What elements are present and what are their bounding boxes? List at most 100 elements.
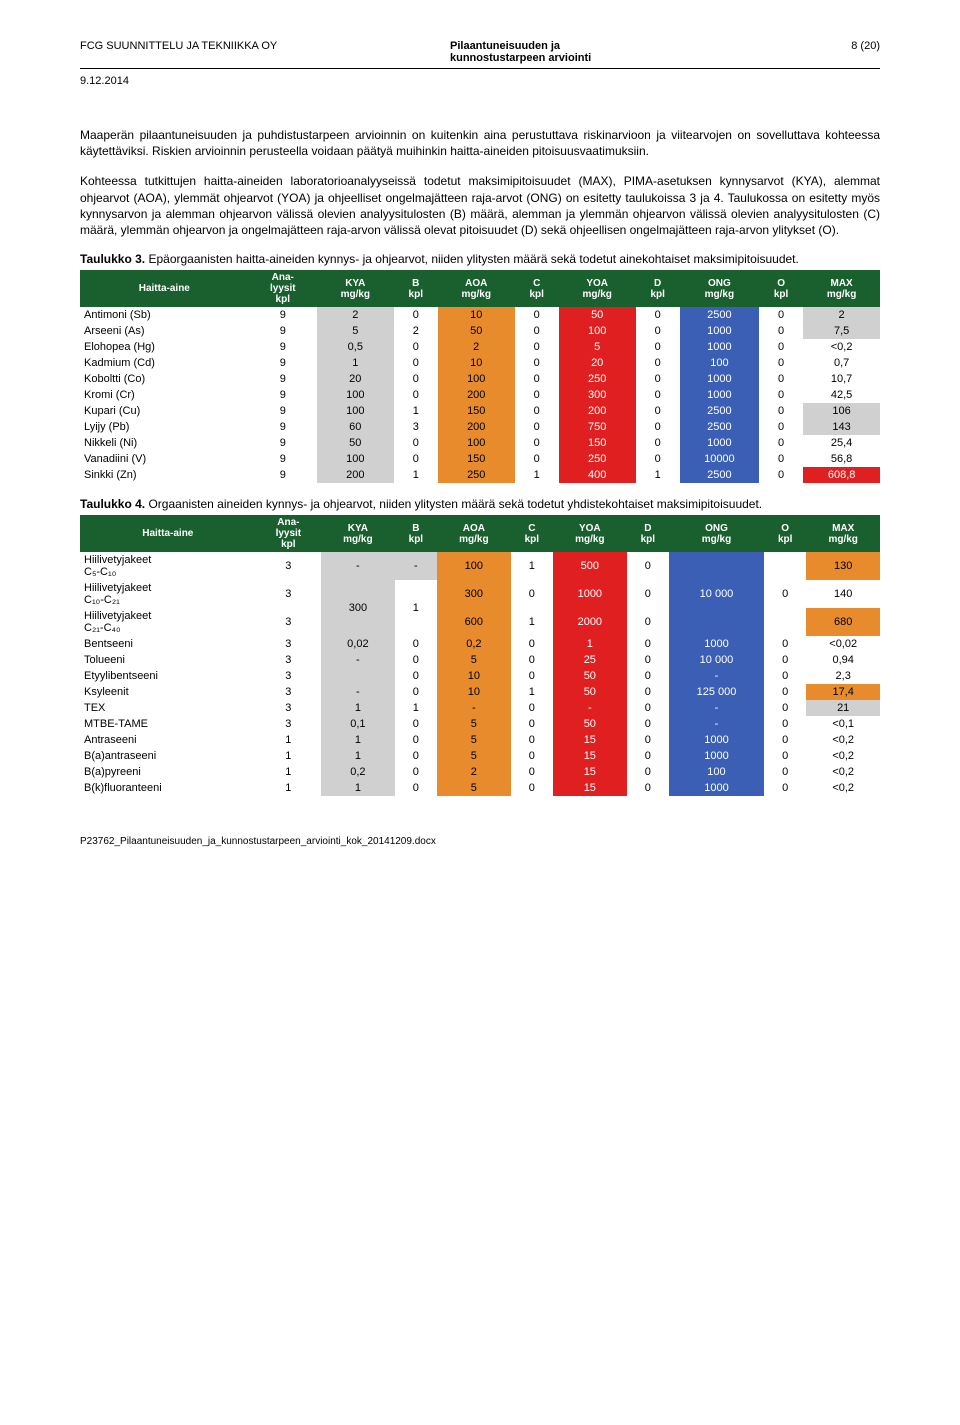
cell: 1 bbox=[256, 764, 322, 780]
cell: - bbox=[437, 700, 511, 716]
cell: 300 bbox=[437, 580, 511, 608]
cell: - bbox=[669, 700, 764, 716]
cell: - bbox=[669, 668, 764, 684]
cell: 150 bbox=[438, 403, 515, 419]
cell: 0 bbox=[636, 435, 680, 451]
table-3-inorganic: Haitta-aineAna-lyysitkplKYAmg/kgBkplAOAm… bbox=[80, 270, 880, 483]
cell: - bbox=[395, 552, 437, 580]
table-row: Nikkeli (Ni)9500100015001000025,4 bbox=[80, 435, 880, 451]
cell: 0 bbox=[395, 748, 437, 764]
cell: 125 000 bbox=[669, 684, 764, 700]
cell: 3 bbox=[256, 716, 322, 732]
cell: 0,2 bbox=[437, 636, 511, 652]
cell: 9 bbox=[249, 451, 317, 467]
cell: 3 bbox=[394, 419, 438, 435]
cell: 10 000 bbox=[669, 580, 764, 608]
cell: 0,2 bbox=[321, 764, 395, 780]
table-row: HiilivetyjakeetC₁₀-C₂₁3300130001000010 0… bbox=[80, 580, 880, 608]
cell: 100 bbox=[317, 403, 394, 419]
cell: 0 bbox=[759, 467, 803, 483]
cell: 1 bbox=[395, 700, 437, 716]
cell: 10 bbox=[437, 684, 511, 700]
cell: 0 bbox=[636, 371, 680, 387]
cell: 15 bbox=[553, 748, 627, 764]
cell: 9 bbox=[249, 371, 317, 387]
col-header: ONGmg/kg bbox=[680, 270, 759, 307]
cell: 0 bbox=[636, 339, 680, 355]
col-header: KYAmg/kg bbox=[317, 270, 394, 307]
cell: 0 bbox=[515, 371, 559, 387]
col-header: Ckpl bbox=[515, 270, 559, 307]
cell: 17,4 bbox=[806, 684, 880, 700]
cell: 0 bbox=[511, 764, 553, 780]
cell: 0 bbox=[627, 636, 669, 652]
cell: 1000 bbox=[669, 748, 764, 764]
col-header: MAXmg/kg bbox=[806, 515, 880, 552]
cell: 300 bbox=[559, 387, 636, 403]
table-row: TEX311-0-0-021 bbox=[80, 700, 880, 716]
col-header: ONGmg/kg bbox=[669, 515, 764, 552]
cell: 1000 bbox=[680, 387, 759, 403]
cell: 0 bbox=[515, 387, 559, 403]
cell: 0 bbox=[515, 355, 559, 371]
cell: 0 bbox=[759, 323, 803, 339]
cell: 1 bbox=[321, 748, 395, 764]
cell: 3 bbox=[256, 652, 322, 668]
doc-title: Pilaantuneisuuden ja kunnostustarpeen ar… bbox=[450, 40, 820, 64]
substance-name: Elohopea (Hg) bbox=[80, 339, 249, 355]
cell: 100 bbox=[559, 323, 636, 339]
cell: 0 bbox=[627, 764, 669, 780]
cell: 1 bbox=[256, 780, 322, 796]
cell: 0,5 bbox=[317, 339, 394, 355]
cell: 60 bbox=[317, 419, 394, 435]
cell: 1 bbox=[317, 355, 394, 371]
cell: 0 bbox=[394, 307, 438, 323]
col-header: Bkpl bbox=[395, 515, 437, 552]
cell: 2500 bbox=[680, 403, 759, 419]
cell: 0 bbox=[394, 387, 438, 403]
cell: 10000 bbox=[680, 451, 759, 467]
cell: 0 bbox=[759, 355, 803, 371]
substance-name: B(a)antraseeni bbox=[80, 748, 256, 764]
cell: 0 bbox=[511, 748, 553, 764]
cell: 2 bbox=[394, 323, 438, 339]
cell: 1000 bbox=[669, 732, 764, 748]
cell: 0 bbox=[764, 764, 806, 780]
col-header: Haitta-aine bbox=[80, 515, 256, 552]
col-header: Okpl bbox=[764, 515, 806, 552]
cell: 1000 bbox=[680, 371, 759, 387]
cell: 0 bbox=[395, 732, 437, 748]
table-row: Tolueeni3-05025010 00000,94 bbox=[80, 652, 880, 668]
cell: 0 bbox=[627, 780, 669, 796]
cell: 0 bbox=[627, 652, 669, 668]
cell: 2500 bbox=[680, 419, 759, 435]
table-row: Elohopea (Hg)90,50205010000<0,2 bbox=[80, 339, 880, 355]
cell: 140 bbox=[806, 580, 880, 608]
col-header: Dkpl bbox=[636, 270, 680, 307]
cell: 3 bbox=[256, 552, 322, 580]
cell: 20 bbox=[317, 371, 394, 387]
table-row: Antraseeni1105015010000<0,2 bbox=[80, 732, 880, 748]
cell: 0 bbox=[627, 716, 669, 732]
caption-table3: Taulukko 3. Epäorgaanisten haitta-aineid… bbox=[80, 252, 880, 266]
cell: 0 bbox=[759, 371, 803, 387]
cell: 3 bbox=[256, 580, 322, 608]
cell: 2 bbox=[437, 764, 511, 780]
company-name: FCG SUUNNITTELU JA TEKNIIKKA OY bbox=[80, 40, 450, 64]
cell: 608,8 bbox=[803, 467, 880, 483]
cell: 0 bbox=[759, 419, 803, 435]
cell: 1 bbox=[321, 780, 395, 796]
cell: 2500 bbox=[680, 467, 759, 483]
cell: 0 bbox=[764, 684, 806, 700]
cell: 1000 bbox=[680, 339, 759, 355]
cell: 0 bbox=[636, 419, 680, 435]
cell bbox=[764, 552, 806, 580]
cell: 0 bbox=[627, 732, 669, 748]
paragraph-1: Maaperän pilaantuneisuuden ja puhdistust… bbox=[80, 127, 880, 159]
cell: 56,8 bbox=[803, 451, 880, 467]
table-row: Kadmium (Cd)91010020010000,7 bbox=[80, 355, 880, 371]
substance-name: B(a)pyreeni bbox=[80, 764, 256, 780]
cell: 10 bbox=[438, 355, 515, 371]
table-row: Ksyleenit3-0101500125 000017,4 bbox=[80, 684, 880, 700]
substance-name: Antraseeni bbox=[80, 732, 256, 748]
